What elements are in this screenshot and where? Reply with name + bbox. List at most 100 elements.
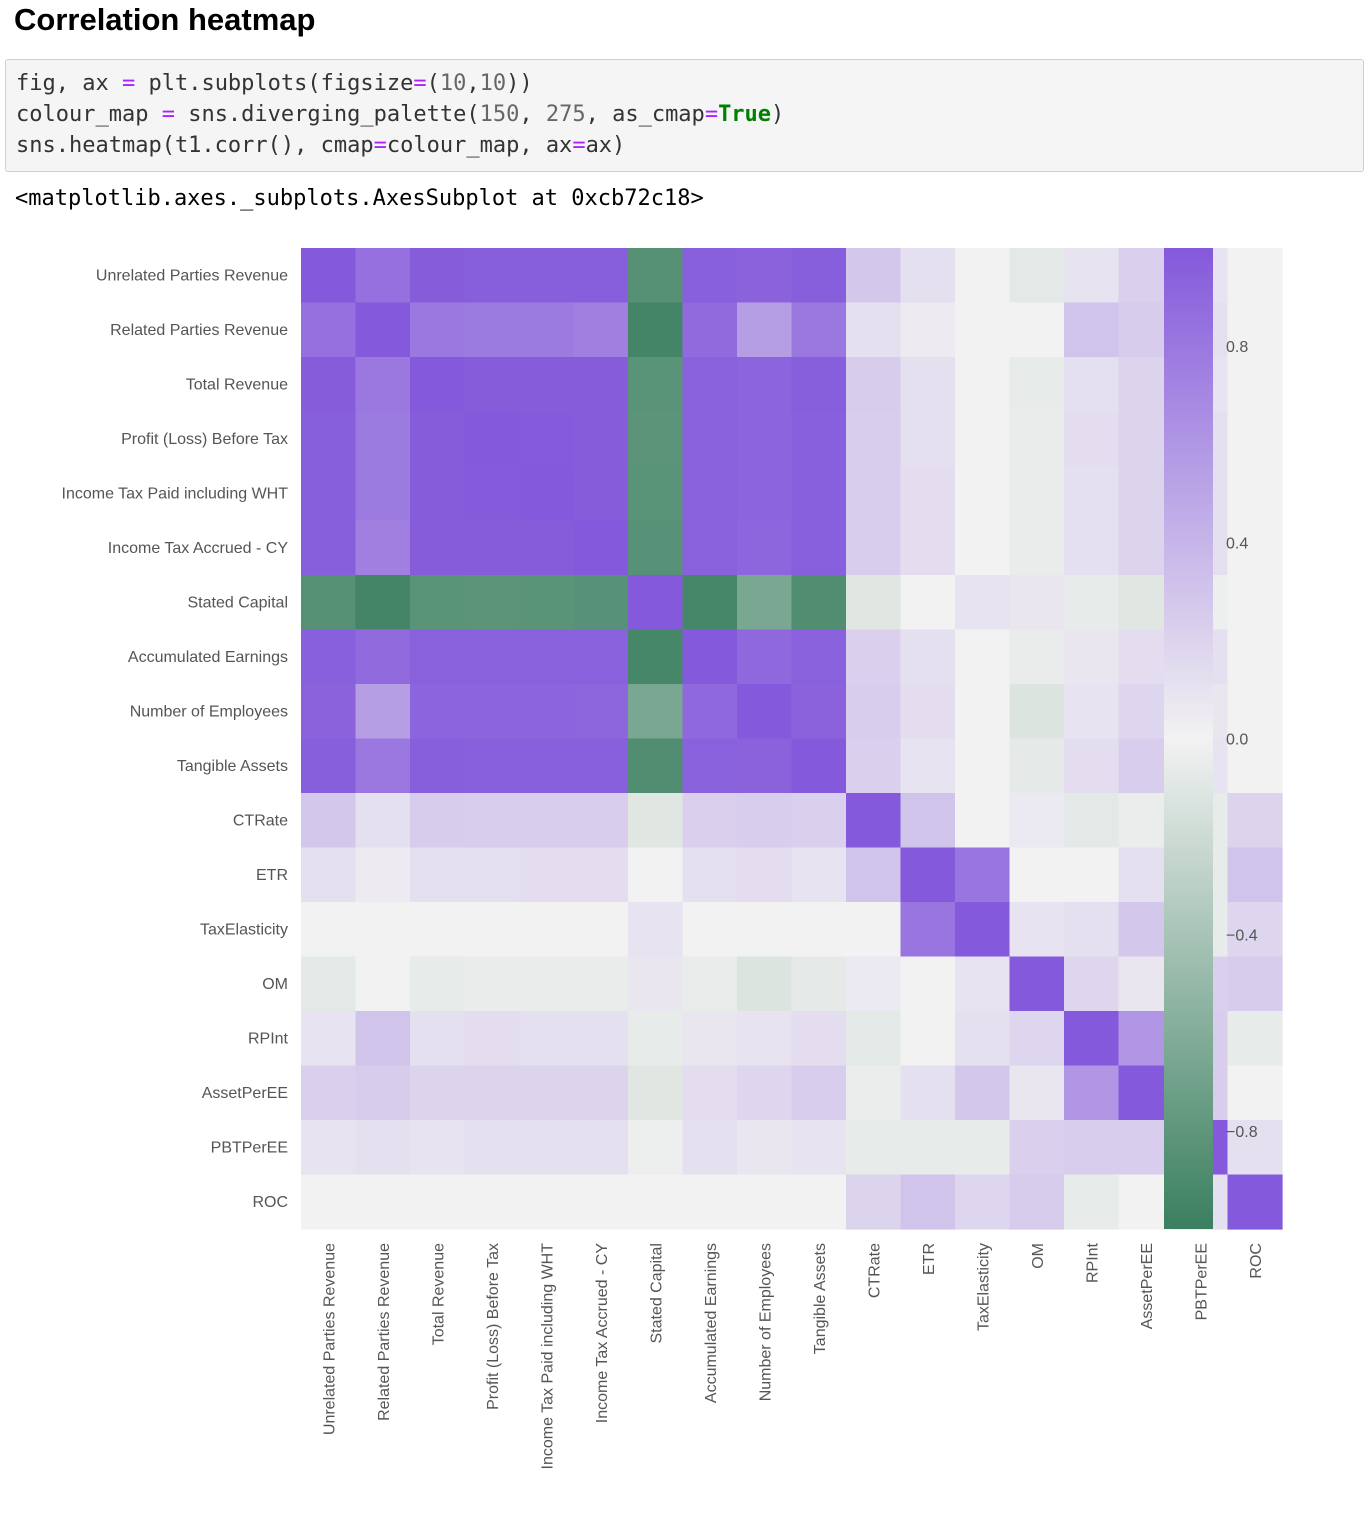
heatmap-cell <box>628 956 684 1012</box>
heatmap-cell <box>791 902 847 958</box>
code-token: )) <box>506 71 533 96</box>
heatmap-cell <box>900 1011 956 1067</box>
heatmap-cell <box>519 684 575 740</box>
x-tick-label: Income Tax Accrued - CY <box>594 1243 611 1424</box>
heatmap-cell <box>791 575 847 631</box>
heatmap-cell <box>573 357 629 413</box>
x-tick-label: Accumulated Earnings <box>703 1243 720 1403</box>
heatmap-cell <box>410 956 466 1012</box>
heatmap-cell <box>301 1120 357 1176</box>
heatmap-cell <box>846 520 902 576</box>
heatmap-cell <box>791 684 847 740</box>
colorbar-tick-label: 0.8 <box>1226 339 1248 356</box>
heatmap-cell <box>791 248 847 304</box>
heatmap-cell <box>900 466 956 522</box>
heatmap-cell <box>682 302 738 358</box>
y-tick-label: Profit (Loss) Before Tax <box>121 431 288 448</box>
heatmap-cell <box>355 629 411 685</box>
heatmap-cell <box>682 248 738 304</box>
heatmap-cell <box>900 520 956 576</box>
heatmap-cell <box>1064 847 1120 903</box>
x-tick-labels: Unrelated Parties Revenue Related Parties… <box>321 1242 1265 1469</box>
heatmap-cell <box>464 793 520 849</box>
heatmap-cell <box>900 1120 956 1176</box>
heatmap-cell <box>573 738 629 794</box>
cell-output: <matplotlib.axes._subplots.AxesSubplot a… <box>15 186 704 211</box>
heatmap-cell <box>682 1120 738 1176</box>
x-tick-label: Unrelated Parties Revenue <box>321 1243 338 1435</box>
x-tick-label: Profit (Loss) Before Tax <box>485 1243 502 1410</box>
heatmap-cell <box>1009 847 1065 903</box>
heatmap-cell <box>355 902 411 958</box>
heatmap-cell <box>791 629 847 685</box>
heatmap-cell <box>628 248 684 304</box>
y-tick-label: AssetPerEE <box>202 1085 288 1102</box>
heatmap-cell <box>1064 684 1120 740</box>
y-tick-label: Income Tax Paid including WHT <box>62 485 289 502</box>
heatmap-cell <box>410 738 466 794</box>
heatmap-cell <box>464 520 520 576</box>
heatmap-cell <box>682 684 738 740</box>
heatmap-cell <box>682 1174 738 1230</box>
code-token: 10 <box>439 71 467 96</box>
heatmap-cell <box>355 847 411 903</box>
heatmap-cell <box>519 1120 575 1176</box>
heatmap-cell <box>846 1120 902 1176</box>
heatmap-cell <box>1009 302 1065 358</box>
heatmap-cell <box>737 793 793 849</box>
heatmap-cell <box>628 738 684 794</box>
heatmap-cell <box>573 1011 629 1067</box>
heatmap-cell <box>355 1065 411 1121</box>
heatmap-cell <box>573 466 629 522</box>
heatmap-cell <box>737 411 793 467</box>
heatmap-cell <box>573 629 629 685</box>
code-token: sns.diverging_palette( <box>174 102 480 127</box>
heatmap-cell <box>682 902 738 958</box>
heatmap-cell <box>1009 520 1065 576</box>
heatmap-cell <box>410 684 466 740</box>
heatmap-cell <box>1009 575 1065 631</box>
heatmap-cell <box>1064 1011 1120 1067</box>
heatmap-cell <box>900 738 956 794</box>
heatmap-cell <box>1064 738 1120 794</box>
code-cell[interactable]: fig, ax = plt.subplots(figsize=(10,10)) … <box>5 59 1364 172</box>
code-token: = <box>413 71 427 96</box>
heatmap-cell <box>900 302 956 358</box>
heatmap-cell <box>900 793 956 849</box>
heatmap-cell <box>846 466 902 522</box>
x-tick-label: Related Parties Revenue <box>376 1243 393 1421</box>
y-tick-label: Accumulated Earnings <box>128 649 288 666</box>
heatmap-cell <box>519 302 575 358</box>
heatmap-cell <box>682 520 738 576</box>
heatmap-cell <box>846 1065 902 1121</box>
heatmap-cell <box>573 847 629 903</box>
heatmap-cell <box>682 1011 738 1067</box>
heatmap-cell <box>355 956 411 1012</box>
colorbar-tick-label: 0.4 <box>1226 535 1248 552</box>
x-tick-label: ROC <box>1248 1243 1265 1279</box>
heatmap-cell <box>301 1174 357 1230</box>
heatmap-cell <box>573 902 629 958</box>
code-token: 275 <box>545 102 586 127</box>
code-token: = <box>373 133 387 158</box>
heatmap-cell <box>519 902 575 958</box>
code-token: colour_map <box>16 102 162 127</box>
y-tick-label: Number of Employees <box>130 703 288 720</box>
heatmap-cell <box>682 738 738 794</box>
heatmap-cell <box>464 629 520 685</box>
heatmap-cell <box>519 956 575 1012</box>
heatmap-cell <box>355 302 411 358</box>
heatmap-cell <box>519 1174 575 1230</box>
heatmap-cell <box>301 575 357 631</box>
y-tick-label: OM <box>262 976 288 993</box>
heatmap-cells <box>301 248 1283 1230</box>
heatmap-cell <box>410 1174 466 1230</box>
heatmap-cell <box>628 520 684 576</box>
heatmap-cell <box>519 629 575 685</box>
heatmap-cell <box>955 629 1011 685</box>
heatmap-cell <box>410 575 466 631</box>
heatmap-cell <box>846 411 902 467</box>
heatmap-cell <box>1227 520 1283 576</box>
y-tick-label: ETR <box>256 867 288 884</box>
x-tick-label: PBTPerEE <box>1193 1243 1210 1320</box>
